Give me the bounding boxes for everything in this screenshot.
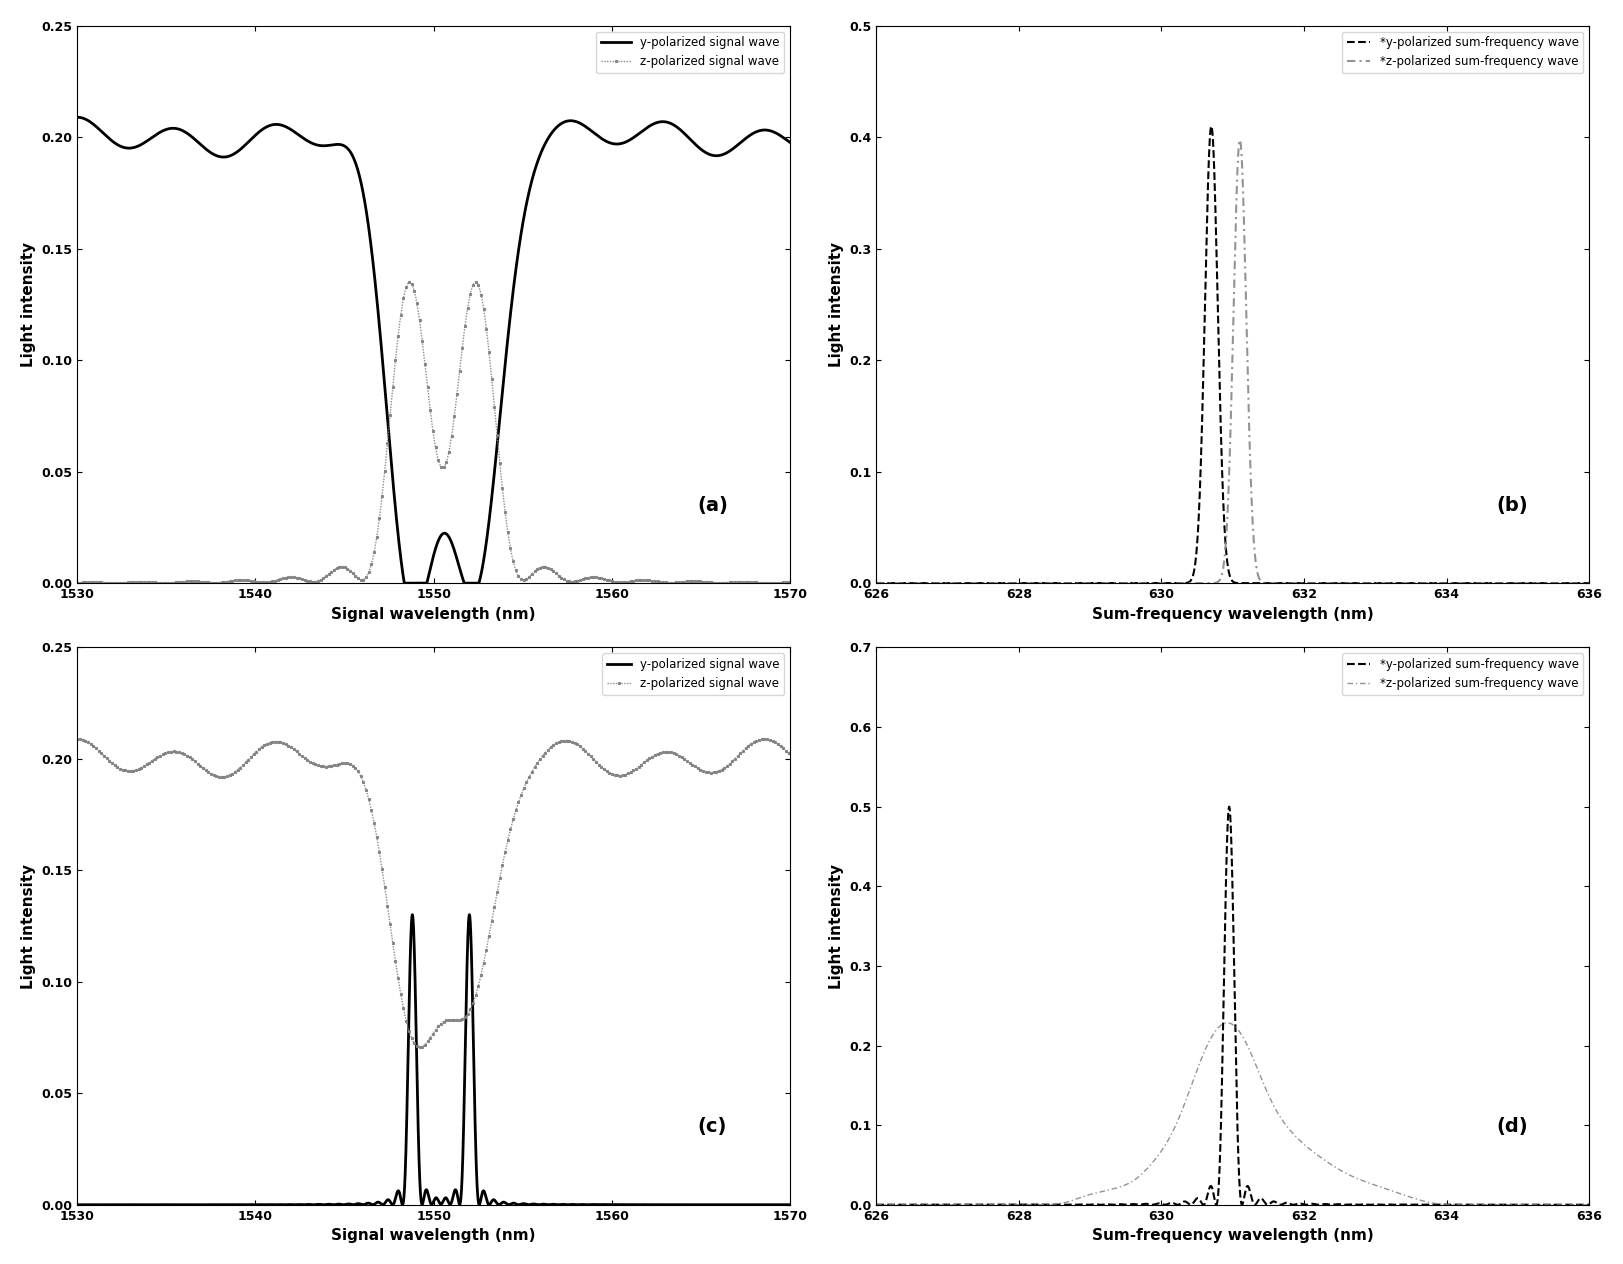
*z-polarized sum-frequency wave [1542,1197,1561,1212]
y-polarized signal wave [394,575,414,590]
X-axis label: Signal wavelength (nm): Signal wavelength (nm) [331,1229,536,1244]
z-polarized signal wave [781,575,800,590]
y-polarized signal wave [326,137,346,152]
*z-polarized sum-frequency wave [1579,1197,1599,1212]
y-polarized signal wave [596,1197,615,1212]
y-polarized signal wave [104,1197,123,1212]
Line: *z-polarized sum-frequency wave: *z-polarized sum-frequency wave [876,1023,1589,1205]
z-polarized signal wave [326,757,346,772]
z-polarized signal wave [68,732,88,747]
z-polarized signal wave [596,571,615,586]
y-polarized signal wave [781,135,800,150]
*z-polarized sum-frequency wave [909,1197,928,1212]
y-polarized signal wave [635,123,654,138]
y-polarized signal wave [781,1197,800,1212]
z-polarized signal wave [411,1040,430,1055]
Y-axis label: Light intensity: Light intensity [829,863,844,988]
Line: y-polarized signal wave: y-polarized signal wave [78,118,790,583]
*y-polarized sum-frequency wave [1006,575,1026,590]
z-polarized signal wave [596,763,615,779]
*y-polarized sum-frequency wave [896,1197,915,1212]
y-polarized signal wave [521,1197,540,1212]
*z-polarized sum-frequency wave [1006,1197,1026,1212]
Legend: *y-polarized sum-frequency wave, *z-polarized sum-frequency wave: *y-polarized sum-frequency wave, *z-pola… [1342,653,1584,695]
y-polarized signal wave [596,134,615,149]
y-polarized signal wave [68,1197,88,1212]
Line: *z-polarized sum-frequency wave: *z-polarized sum-frequency wave [876,140,1589,583]
*z-polarized sum-frequency wave [1230,133,1250,148]
*y-polarized sum-frequency wave [909,575,928,590]
*z-polarized sum-frequency wave [1216,1015,1235,1030]
z-polarized signal wave [107,575,127,590]
Text: (b): (b) [1496,495,1529,514]
*z-polarized sum-frequency wave [1579,575,1599,590]
y-polarized signal wave [490,1197,510,1212]
*y-polarized sum-frequency wave [1219,799,1238,814]
*z-polarized sum-frequency wave [1542,575,1561,590]
*z-polarized sum-frequency wave [1217,1015,1237,1030]
*y-polarized sum-frequency wave [1579,575,1599,590]
z-polarized signal wave [781,747,800,762]
z-polarized signal wave [68,575,88,590]
*y-polarized sum-frequency wave [909,1197,928,1212]
*y-polarized sum-frequency wave [1542,575,1561,590]
X-axis label: Signal wavelength (nm): Signal wavelength (nm) [331,607,536,622]
*y-polarized sum-frequency wave [1579,1197,1599,1212]
Text: (c): (c) [698,1117,727,1136]
Legend: y-polarized signal wave, z-polarized signal wave: y-polarized signal wave, z-polarized sig… [596,32,784,73]
*y-polarized sum-frequency wave [1201,119,1220,134]
y-polarized signal wave [68,110,88,125]
y-polarized signal wave [104,134,123,149]
*z-polarized sum-frequency wave [867,575,886,590]
*y-polarized sum-frequency wave [1216,930,1235,945]
*z-polarized sum-frequency wave [1216,547,1235,562]
*y-polarized sum-frequency wave [867,575,886,590]
z-polarized signal wave [521,568,540,583]
*y-polarized sum-frequency wave [1542,1197,1561,1212]
*y-polarized sum-frequency wave [870,1197,889,1212]
Legend: *y-polarized sum-frequency wave, *z-polarized sum-frequency wave: *y-polarized sum-frequency wave, *z-pola… [1342,32,1584,73]
Y-axis label: Light intensity: Light intensity [829,241,844,367]
Text: (a): (a) [698,495,729,514]
Y-axis label: Light intensity: Light intensity [21,241,36,367]
z-polarized signal wave [104,575,123,590]
y-polarized signal wave [521,179,540,195]
*z-polarized sum-frequency wave [909,575,928,590]
z-polarized signal wave [635,573,654,588]
Legend: y-polarized signal wave, z-polarized signal wave: y-polarized signal wave, z-polarized sig… [602,653,784,695]
z-polarized signal wave [635,755,654,770]
z-polarized signal wave [490,450,510,465]
z-polarized signal wave [326,561,346,576]
*z-polarized sum-frequency wave [867,1197,886,1212]
*y-polarized sum-frequency wave [870,575,889,590]
*y-polarized sum-frequency wave [1216,526,1235,541]
Line: *y-polarized sum-frequency wave: *y-polarized sum-frequency wave [876,126,1589,583]
*z-polarized sum-frequency wave [1006,575,1026,590]
y-polarized signal wave [490,417,510,432]
Text: (d): (d) [1496,1117,1529,1136]
*y-polarized sum-frequency wave [896,575,915,590]
z-polarized signal wave [490,873,510,889]
*y-polarized sum-frequency wave [1006,1197,1026,1212]
z-polarized signal wave [104,756,123,771]
z-polarized signal wave [466,274,485,289]
*z-polarized sum-frequency wave [896,575,915,590]
*y-polarized sum-frequency wave [1579,1197,1599,1212]
Line: y-polarized signal wave: y-polarized signal wave [78,915,790,1205]
*y-polarized sum-frequency wave [867,1197,886,1212]
y-polarized signal wave [635,1197,654,1212]
z-polarized signal wave [521,767,540,782]
*z-polarized sum-frequency wave [896,1197,915,1212]
Line: z-polarized signal wave: z-polarized signal wave [76,281,792,584]
X-axis label: Sum-frequency wavelength (nm): Sum-frequency wavelength (nm) [1092,1229,1373,1244]
y-polarized signal wave [459,908,479,923]
y-polarized signal wave [326,1197,346,1212]
Line: z-polarized signal wave: z-polarized signal wave [76,737,792,1049]
Line: *y-polarized sum-frequency wave: *y-polarized sum-frequency wave [876,806,1589,1205]
X-axis label: Sum-frequency wavelength (nm): Sum-frequency wavelength (nm) [1092,607,1373,622]
Y-axis label: Light intensity: Light intensity [21,863,36,988]
*z-polarized sum-frequency wave [870,575,889,590]
*z-polarized sum-frequency wave [870,1197,889,1212]
y-polarized signal wave [68,1197,88,1212]
